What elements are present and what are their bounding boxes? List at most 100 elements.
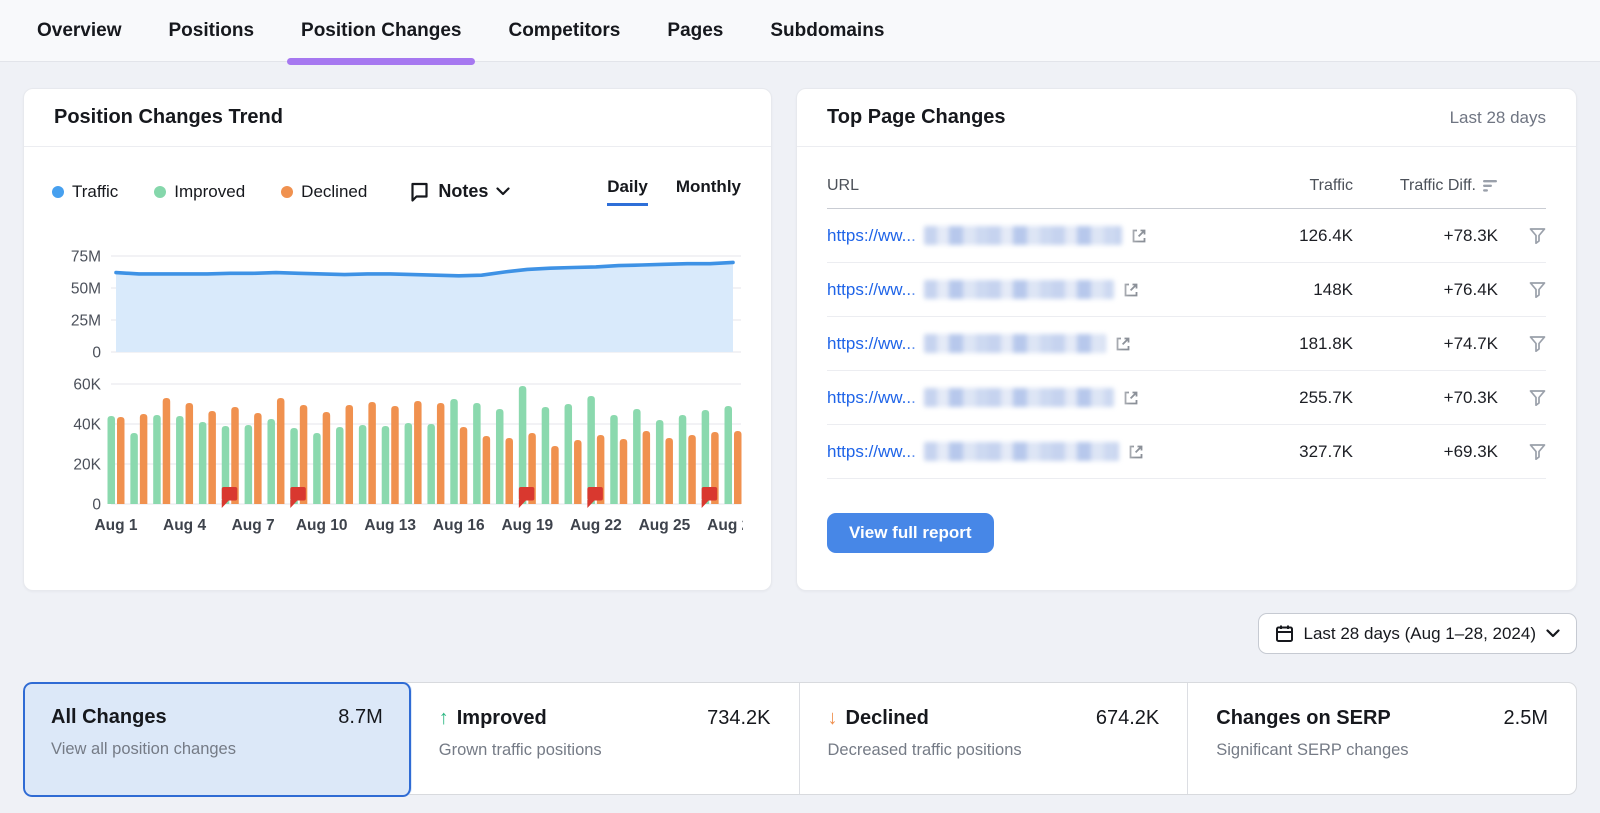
tab-position-changes[interactable]: Position Changes bbox=[287, 0, 476, 65]
summary-title: All Changes bbox=[51, 706, 167, 728]
date-range-selector[interactable]: Last 28 days (Aug 1–28, 2024) bbox=[1257, 613, 1577, 654]
note-flag-icon[interactable] bbox=[221, 487, 237, 508]
chevron-down-icon bbox=[496, 187, 510, 196]
summary-subtitle: View all position changes bbox=[51, 740, 236, 758]
report-tabs: Overview Positions Position Changes Comp… bbox=[0, 0, 1600, 65]
summary-title: Changes on SERP bbox=[1216, 707, 1391, 729]
summary-value: 8.7M bbox=[338, 706, 383, 728]
legend-traffic[interactable]: Traffic bbox=[52, 182, 118, 202]
column-header-traffic-diff[interactable]: Traffic Diff. bbox=[1353, 177, 1498, 195]
top-page-changes-card: Top Page Changes Last 28 days URL Traffi… bbox=[796, 88, 1577, 591]
traffic-diff-value: +74.7K bbox=[1443, 333, 1498, 353]
filter-funnel-icon[interactable] bbox=[1529, 281, 1546, 298]
position-changes-trend-card: Position Changes Trend Traffic Improved … bbox=[23, 88, 772, 591]
blurred-url-segment bbox=[923, 334, 1106, 353]
traffic-value: 148K bbox=[1313, 279, 1353, 299]
summary-subtitle: Significant SERP changes bbox=[1216, 741, 1409, 759]
column-header-traffic[interactable]: Traffic bbox=[1309, 177, 1353, 194]
note-flag-icon[interactable] bbox=[289, 487, 306, 508]
summary-value: 734.2K bbox=[707, 707, 771, 729]
tab-overview[interactable]: Overview bbox=[37, 19, 122, 41]
filter-funnel-icon[interactable] bbox=[1529, 335, 1546, 352]
filter-funnel-icon[interactable] bbox=[1529, 227, 1546, 244]
note-flag-icon[interactable] bbox=[518, 487, 534, 508]
traffic-diff-value: +69.3K bbox=[1443, 441, 1498, 461]
note-bubble-icon bbox=[411, 182, 428, 202]
traffic-value: 126.4K bbox=[1299, 225, 1353, 245]
summary-card-all-changes[interactable]: All Changes 8.7M View all position chang… bbox=[23, 682, 412, 797]
blurred-url-segment bbox=[923, 226, 1122, 245]
traffic-value: 327.7K bbox=[1299, 441, 1353, 461]
table-row: https://ww... 126.4K +78.3K bbox=[827, 209, 1546, 263]
top-pages-table: URL Traffic Traffic Diff. bbox=[827, 147, 1546, 479]
external-link-icon[interactable] bbox=[1122, 389, 1140, 407]
summary-cards-row: All Changes 8.7M View all position chang… bbox=[23, 682, 1577, 797]
tab-positions[interactable]: Positions bbox=[168, 19, 255, 41]
trend-card-header: Position Changes Trend bbox=[24, 89, 771, 147]
svg-text:Aug 25: Aug 25 bbox=[638, 517, 690, 534]
svg-text:50M: 50M bbox=[70, 281, 100, 298]
top-pages-period: Last 28 days bbox=[1449, 107, 1546, 127]
svg-text:Aug 13: Aug 13 bbox=[364, 517, 416, 534]
traffic-value: 255.7K bbox=[1299, 387, 1353, 407]
granularity-daily[interactable]: Daily bbox=[607, 177, 648, 206]
traffic-diff-value: +70.3K bbox=[1443, 387, 1498, 407]
table-row: https://ww... 148K +76.4K bbox=[827, 263, 1546, 317]
svg-text:Aug 19: Aug 19 bbox=[501, 517, 553, 534]
svg-text:Aug 16: Aug 16 bbox=[432, 517, 484, 534]
blurred-url-segment bbox=[923, 280, 1114, 299]
summary-card-changes-on-serp[interactable]: Changes on SERP 2.5M Significant SERP ch… bbox=[1188, 683, 1576, 794]
legend-improved[interactable]: Improved bbox=[154, 182, 245, 202]
traffic-value: 181.8K bbox=[1299, 333, 1353, 353]
svg-text:20K: 20K bbox=[73, 457, 101, 474]
arrow-down-icon: ↓ bbox=[827, 707, 838, 729]
date-range-label: Last 28 days (Aug 1–28, 2024) bbox=[1303, 623, 1537, 643]
tab-competitors[interactable]: Competitors bbox=[508, 19, 621, 41]
table-row: https://ww... 327.7K +69.3K bbox=[827, 425, 1546, 479]
page-url-link[interactable]: https://ww... bbox=[827, 279, 916, 299]
page-url-link[interactable]: https://ww... bbox=[827, 333, 916, 353]
svg-text:75M: 75M bbox=[70, 249, 100, 266]
filter-funnel-icon[interactable] bbox=[1529, 443, 1546, 460]
table-row: https://ww... 255.7K +70.3K bbox=[827, 371, 1546, 425]
svg-text:Aug 10: Aug 10 bbox=[295, 517, 347, 534]
external-link-icon[interactable] bbox=[1122, 281, 1140, 299]
svg-text:Aug 4: Aug 4 bbox=[163, 517, 206, 534]
chevron-down-icon bbox=[1546, 629, 1560, 638]
svg-text:40K: 40K bbox=[73, 417, 101, 434]
column-header-url: URL bbox=[827, 177, 860, 194]
svg-text:Aug 28: Aug 28 bbox=[707, 517, 743, 534]
tab-subdomains[interactable]: Subdomains bbox=[770, 19, 885, 41]
improved-declined-bar-chart[interactable]: 0 20K 40K 60K Aug 1 Aug 4 Aug 7 Aug 10 Aug 13 Aug… bbox=[53, 370, 743, 542]
note-flag-icon[interactable] bbox=[701, 487, 717, 508]
traffic-diff-value: +78.3K bbox=[1443, 225, 1498, 245]
filter-funnel-icon[interactable] bbox=[1529, 389, 1546, 406]
summary-subtitle: Decreased traffic positions bbox=[827, 741, 1022, 759]
external-link-icon[interactable] bbox=[1114, 335, 1132, 353]
summary-card-declined[interactable]: ↓ Declined 674.2K Decreased traffic posi… bbox=[800, 683, 1189, 794]
svg-text:Aug 22: Aug 22 bbox=[570, 517, 622, 534]
granularity-monthly[interactable]: Monthly bbox=[675, 177, 741, 196]
blurred-url-segment bbox=[923, 388, 1114, 407]
svg-text:25M: 25M bbox=[70, 313, 100, 330]
svg-text:Aug 7: Aug 7 bbox=[231, 517, 274, 534]
note-flag-icon[interactable] bbox=[586, 487, 603, 508]
notes-dropdown[interactable]: Notes bbox=[409, 181, 510, 202]
legend-declined[interactable]: Declined bbox=[281, 182, 367, 202]
svg-text:60K: 60K bbox=[73, 377, 101, 394]
page-url-link[interactable]: https://ww... bbox=[827, 387, 916, 407]
svg-text:0: 0 bbox=[92, 497, 101, 514]
granularity-toggle: Daily Monthly bbox=[607, 177, 741, 206]
traffic-area-chart[interactable]: 0 25M 50M 75M bbox=[53, 242, 743, 362]
page-url-link[interactable]: https://ww... bbox=[827, 225, 916, 245]
traffic-diff-value: +76.4K bbox=[1443, 279, 1498, 299]
trend-card-title: Position Changes Trend bbox=[54, 106, 283, 128]
tab-pages[interactable]: Pages bbox=[667, 19, 724, 41]
view-full-report-button[interactable]: View full report bbox=[827, 513, 994, 553]
svg-text:0: 0 bbox=[92, 345, 101, 362]
external-link-icon[interactable] bbox=[1127, 443, 1145, 461]
summary-card-improved[interactable]: ↑ Improved 734.2K Grown traffic position… bbox=[411, 683, 800, 794]
page-url-link[interactable]: https://ww... bbox=[827, 441, 916, 461]
external-link-icon[interactable] bbox=[1130, 227, 1148, 245]
calendar-icon bbox=[1275, 625, 1293, 642]
